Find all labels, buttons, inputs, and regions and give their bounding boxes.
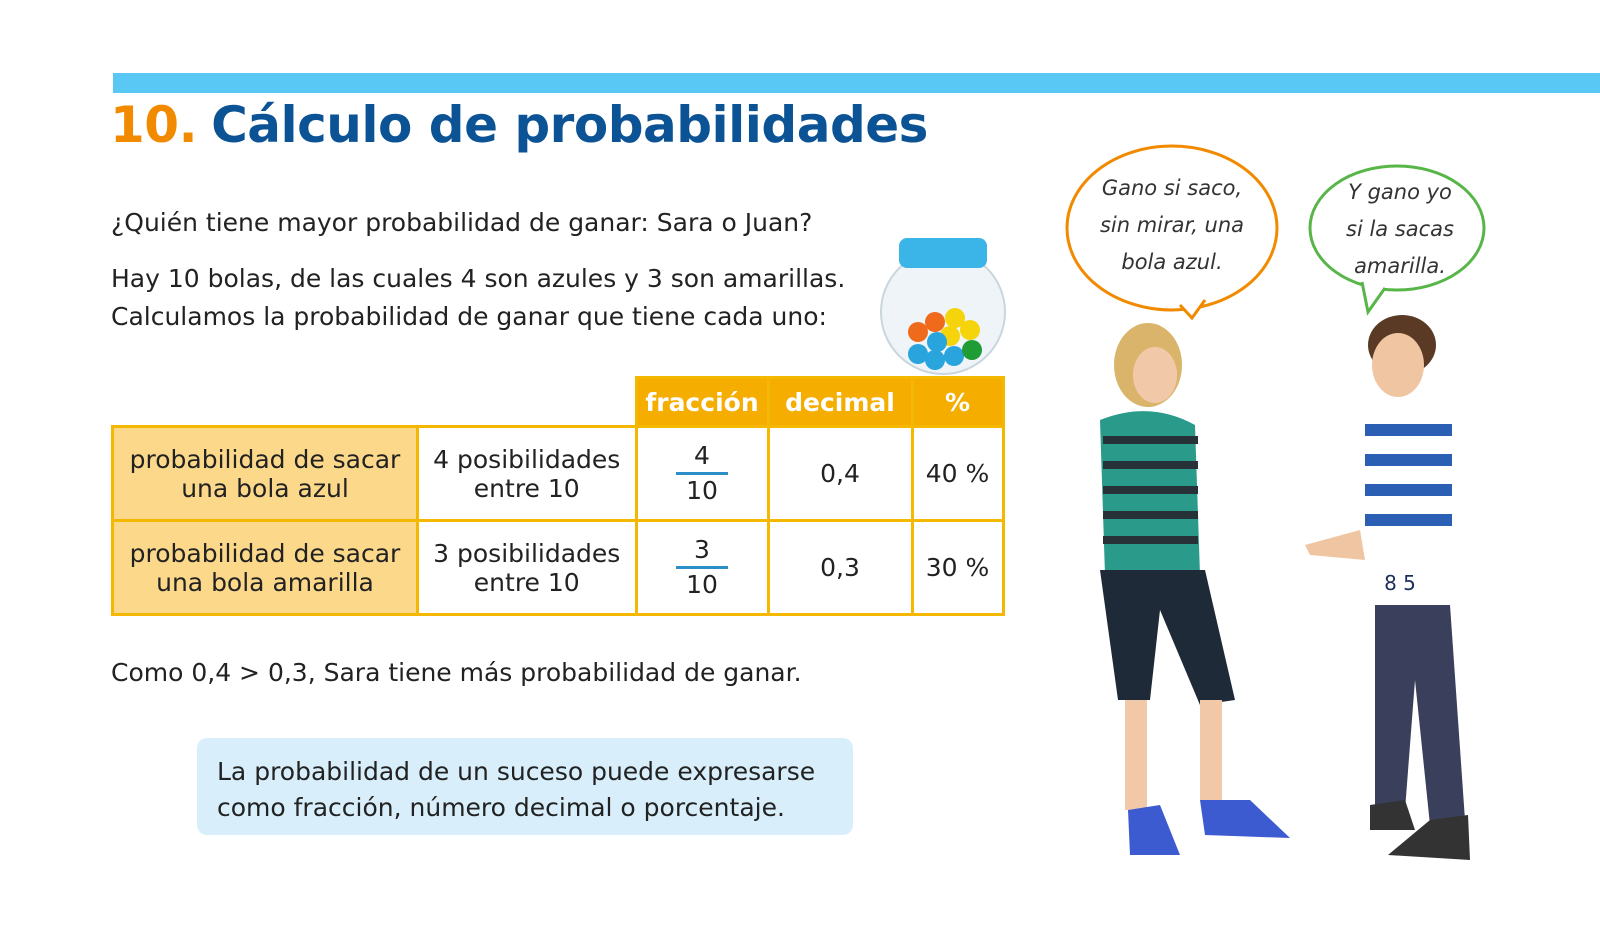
bubble-line: Y gano yo bbox=[1348, 180, 1452, 204]
girl bbox=[1100, 323, 1290, 855]
label-line: probabilidad de sacar bbox=[129, 444, 401, 474]
description-cell: 3 posibilidades entre 10 bbox=[416, 519, 638, 616]
fraction: 3 10 bbox=[676, 534, 728, 601]
label-line: una bola azul bbox=[181, 473, 349, 503]
probability-table: fracción decimal % probabilidad de sacar… bbox=[111, 376, 1005, 616]
header-cell: % bbox=[910, 376, 1005, 428]
label-line: probabilidad de sacar bbox=[129, 538, 401, 568]
note-box: La probabilidad de un suceso puede expre… bbox=[197, 738, 853, 835]
intro-line: Hay 10 bolas, de las cuales 4 son azules… bbox=[111, 264, 846, 293]
blank-cell bbox=[417, 377, 636, 428]
bubble-line: Gano si saco, bbox=[1101, 176, 1243, 200]
note-line: como fracción, número decimal o porcenta… bbox=[217, 793, 785, 822]
fraction: 4 10 bbox=[676, 440, 728, 507]
row-label: probabilidad de sacar una bola azul bbox=[111, 425, 419, 522]
header-bar bbox=[113, 73, 1600, 93]
percent-cell: 40 % bbox=[910, 425, 1005, 522]
title: 10. Cálculo de probabilidades bbox=[110, 96, 928, 154]
boy: 8 5 bbox=[1305, 315, 1470, 860]
fraction-cell: 4 10 bbox=[634, 425, 770, 522]
row-label: probabilidad de sacar una bola amarilla bbox=[111, 519, 419, 616]
decimal-cell: 0,3 bbox=[766, 519, 914, 616]
table-row: probabilidad de sacar una bola amarilla 3 … bbox=[111, 519, 1005, 616]
description-line: entre 10 bbox=[473, 473, 580, 503]
numerator: 4 bbox=[694, 441, 710, 470]
decimal-cell: 0,4 bbox=[766, 425, 914, 522]
table-row: probabilidad de sacar una bola azul 4 posi… bbox=[111, 425, 1005, 522]
description-cell: 4 posibilidades entre 10 bbox=[416, 425, 638, 522]
table-body: probabilidad de sacar una bola azul 4 posi… bbox=[111, 425, 1005, 616]
intro-line: Calculamos la probabilidad de ganar que … bbox=[111, 302, 827, 331]
description-line: 4 posibilidades bbox=[433, 444, 621, 474]
bubble-text: Gano si saco, sin mirar, una bola azul. bbox=[1072, 170, 1272, 281]
numerator: 3 bbox=[694, 535, 710, 564]
label-line: una bola amarilla bbox=[156, 567, 374, 597]
header-cell: fracción bbox=[634, 376, 770, 428]
header-cell: decimal bbox=[766, 376, 914, 428]
jar bbox=[880, 238, 1006, 375]
bubble-line: sin mirar, una bbox=[1099, 213, 1245, 237]
section-number: 10. bbox=[110, 96, 198, 154]
header-row: fracción decimal % bbox=[112, 376, 1005, 428]
bubble-line: bola azul. bbox=[1121, 250, 1223, 274]
conclusion: Como 0,4 > 0,3, Sara tiene más probabili… bbox=[111, 658, 802, 687]
description-line: entre 10 bbox=[473, 567, 580, 597]
percent-cell: 30 % bbox=[910, 519, 1005, 616]
svg-text:8 5: 8 5 bbox=[1384, 571, 1416, 595]
blank-cell bbox=[112, 377, 418, 428]
denominator: 10 bbox=[676, 472, 728, 507]
bubble-line: si la sacas bbox=[1346, 217, 1454, 241]
description-line: 3 posibilidades bbox=[433, 538, 621, 568]
question: ¿Quién tiene mayor probabilidad de ganar… bbox=[111, 208, 813, 237]
note-line: La probabilidad de un suceso puede expre… bbox=[217, 757, 816, 786]
title-text: Cálculo de probabilidades bbox=[211, 96, 928, 154]
table-header: fracción decimal % bbox=[112, 376, 1005, 428]
bubble-line: amarilla. bbox=[1354, 254, 1446, 278]
bubble-text: Y gano yo si la sacas amarilla. bbox=[1315, 174, 1485, 285]
fraction-cell: 3 10 bbox=[634, 519, 770, 616]
denominator: 10 bbox=[676, 566, 728, 601]
